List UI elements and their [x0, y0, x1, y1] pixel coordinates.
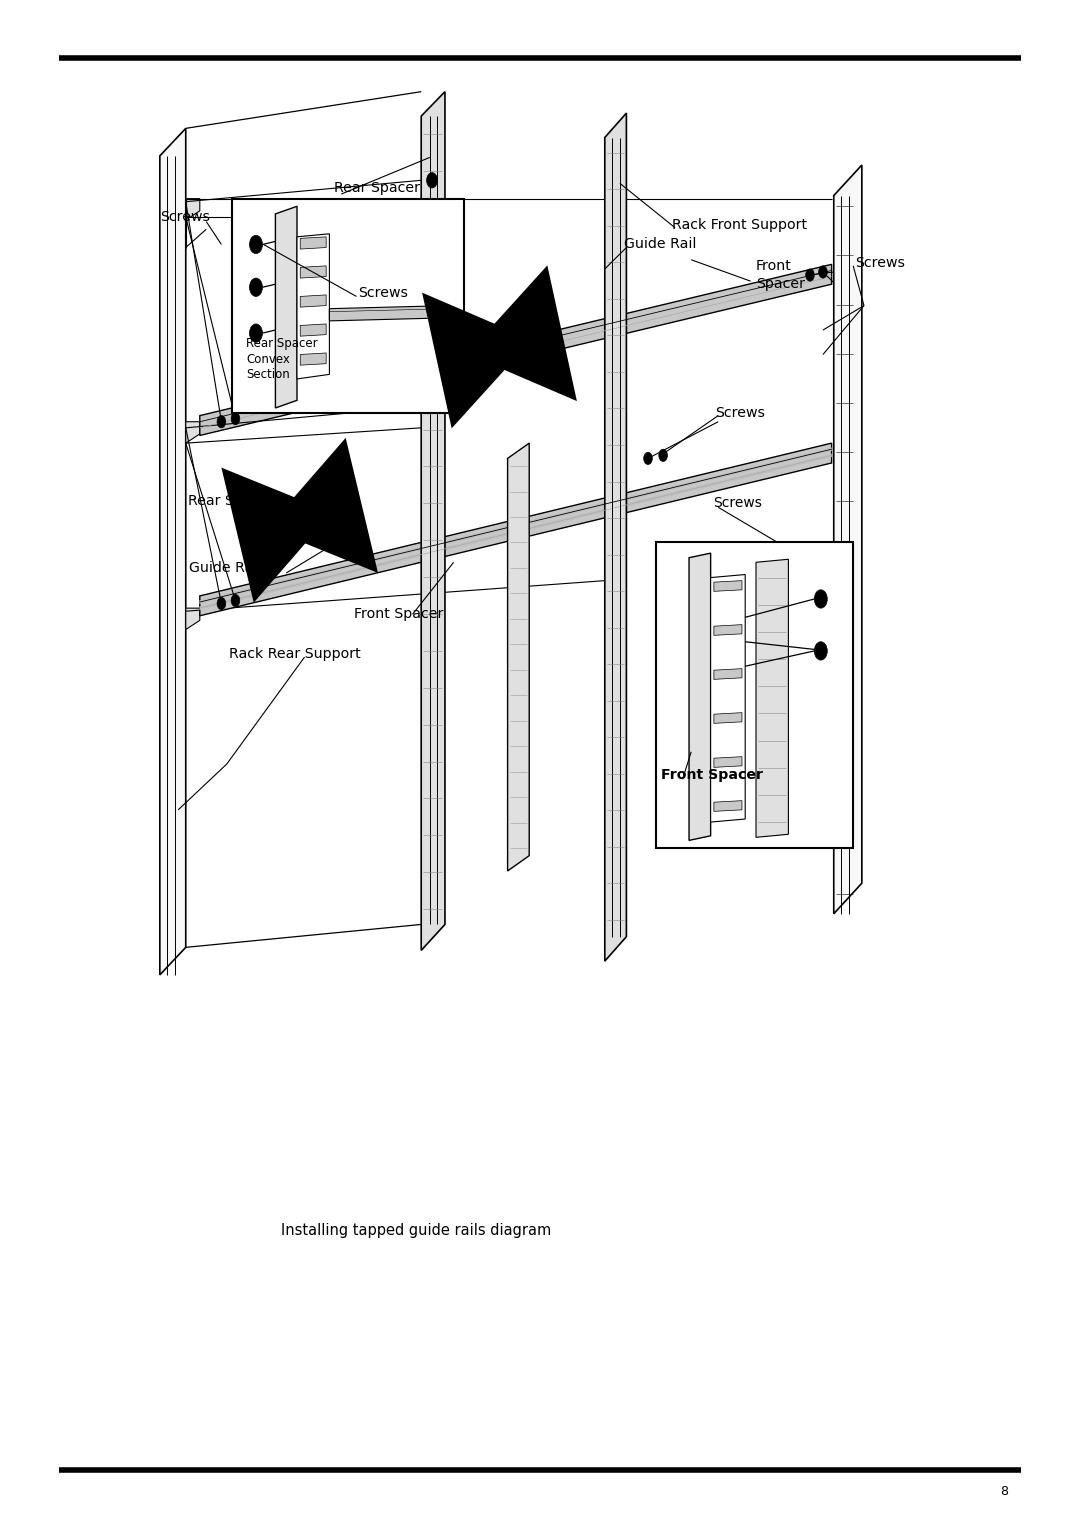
Text: Screws: Screws: [715, 405, 765, 420]
Text: Installing tapped guide rails diagram: Installing tapped guide rails diagram: [281, 1222, 551, 1238]
Text: Rack Rear Support: Rack Rear Support: [229, 646, 361, 662]
Text: 8: 8: [1000, 1485, 1009, 1497]
Circle shape: [427, 173, 437, 188]
Polygon shape: [714, 669, 742, 680]
Text: Front Spacer: Front Spacer: [661, 767, 762, 782]
Circle shape: [217, 416, 226, 428]
Polygon shape: [714, 625, 742, 636]
Circle shape: [249, 235, 262, 254]
Polygon shape: [656, 542, 853, 848]
Text: Guide Rail: Guide Rail: [189, 561, 261, 576]
Circle shape: [249, 278, 262, 296]
Circle shape: [819, 266, 827, 278]
Text: Guide Rail: Guide Rail: [624, 237, 697, 252]
Polygon shape: [714, 801, 742, 811]
Polygon shape: [300, 266, 326, 278]
Circle shape: [659, 449, 667, 461]
Text: Rack Front Support: Rack Front Support: [672, 217, 807, 232]
Text: Front
Spacer: Front Spacer: [756, 260, 805, 290]
Polygon shape: [300, 353, 326, 365]
Polygon shape: [329, 306, 448, 321]
Text: Rear Spacer: Rear Spacer: [334, 180, 420, 196]
Polygon shape: [421, 92, 445, 950]
Polygon shape: [714, 581, 742, 591]
Text: Screws: Screws: [359, 286, 408, 301]
Polygon shape: [714, 756, 742, 767]
Polygon shape: [689, 553, 711, 840]
Circle shape: [644, 452, 652, 465]
Polygon shape: [711, 575, 745, 822]
Polygon shape: [200, 448, 832, 604]
Polygon shape: [160, 128, 186, 975]
Text: Rear Spacer
Convex
Section: Rear Spacer Convex Section: [246, 338, 318, 380]
Circle shape: [427, 209, 437, 225]
Circle shape: [814, 590, 827, 608]
Polygon shape: [297, 234, 329, 379]
Polygon shape: [300, 324, 326, 336]
Polygon shape: [200, 443, 832, 616]
Text: Rear Spacer: Rear Spacer: [188, 494, 274, 509]
Polygon shape: [186, 608, 200, 630]
Circle shape: [231, 594, 240, 607]
Text: Screws: Screws: [160, 209, 210, 225]
Polygon shape: [300, 295, 326, 307]
Polygon shape: [300, 237, 326, 249]
Circle shape: [231, 413, 240, 425]
Polygon shape: [186, 422, 200, 443]
Circle shape: [217, 597, 226, 610]
Polygon shape: [508, 443, 529, 871]
Polygon shape: [756, 559, 788, 837]
Text: Guide: Guide: [529, 364, 571, 379]
Circle shape: [814, 642, 827, 660]
Text: Screws: Screws: [713, 495, 761, 510]
Polygon shape: [232, 199, 464, 413]
Polygon shape: [275, 206, 297, 408]
Polygon shape: [834, 165, 862, 914]
Circle shape: [806, 269, 814, 281]
Text: Screws: Screws: [855, 255, 905, 270]
Polygon shape: [200, 454, 832, 610]
Polygon shape: [605, 113, 626, 961]
Polygon shape: [200, 264, 832, 435]
Circle shape: [249, 324, 262, 342]
Polygon shape: [714, 712, 742, 723]
Text: Front Spacer: Front Spacer: [354, 607, 444, 622]
Polygon shape: [186, 199, 200, 220]
